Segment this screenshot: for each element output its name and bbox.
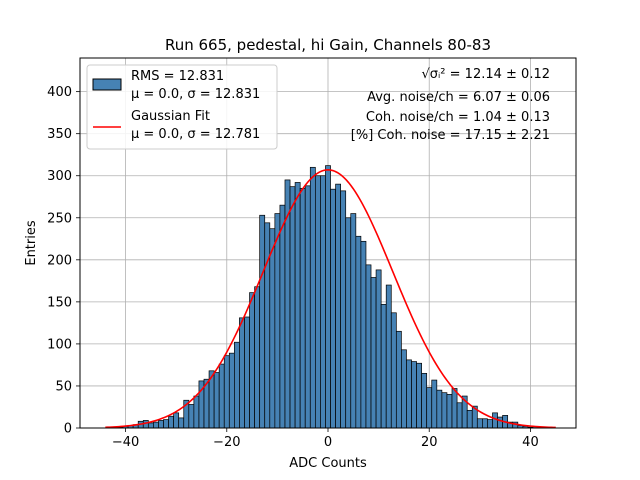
x-tick-label: 40 (522, 435, 539, 450)
legend-swatch-histogram (92, 78, 122, 91)
y-axis-ticks: 0 50 100 150 200 250 300 350 400 (47, 85, 80, 437)
histogram-bar (395, 330, 402, 429)
histogram-bar (375, 269, 382, 429)
annotation-avg-noise: Avg. noise/ch = 6.07 ± 0.06 (367, 90, 550, 105)
histogram-bar (147, 422, 154, 429)
histogram-bar (193, 395, 200, 429)
histogram-bar (476, 418, 483, 429)
histogram-bar (304, 185, 311, 429)
y-tick-label: 100 (47, 337, 72, 352)
histogram-bar (355, 235, 362, 429)
histogram-bar (259, 214, 266, 429)
histogram-bar (325, 165, 331, 429)
histogram-bar (487, 419, 493, 429)
histogram-bar (279, 204, 286, 429)
legend: RMS = 12.831 μ = 0.0, σ = 12.831 Gaussia… (86, 64, 278, 150)
histogram-bar (218, 363, 225, 429)
legend-box (86, 64, 278, 150)
histogram-bar (421, 372, 428, 429)
histogram-bar (370, 277, 377, 429)
histogram-bar (411, 361, 417, 429)
histogram-bar (340, 190, 347, 429)
histogram-bar (228, 352, 235, 429)
histogram-bar (451, 388, 458, 429)
x-tick-label: 20 (421, 435, 438, 450)
gaussian-fit-line (105, 169, 556, 429)
histogram-bar (254, 286, 261, 429)
legend-label-fit-1: Gaussian Fit (131, 109, 210, 124)
histogram-bars (112, 165, 544, 429)
histogram-bar (390, 312, 397, 429)
histogram-bar (309, 166, 316, 429)
histogram-bar (360, 240, 367, 429)
histogram-bar (492, 412, 498, 429)
histogram-bar (330, 188, 336, 429)
histogram-bar (234, 341, 240, 429)
histogram-bar (223, 355, 230, 429)
y-tick-label: 150 (47, 295, 72, 310)
y-tick-label: 250 (47, 211, 72, 226)
y-tick-label: 200 (47, 253, 72, 268)
histogram-bar (158, 420, 164, 429)
histogram-bar (406, 359, 412, 429)
x-axis-label: ADC Counts (289, 456, 367, 471)
y-tick-label: 350 (47, 127, 72, 142)
histogram-bar (416, 362, 422, 429)
histogram-bar (426, 387, 433, 429)
legend-label-fit-2: μ = 0.0, σ = 12.781 (131, 127, 260, 142)
histogram-bar (436, 389, 443, 429)
histogram-bar (482, 418, 488, 429)
histogram-bar (365, 264, 372, 429)
y-tick-label: 0 (64, 422, 72, 437)
annotation-coh-noise: Coh. noise/ch = 1.04 ± 0.13 (366, 110, 550, 125)
y-tick-label: 50 (55, 379, 72, 394)
histogram-bar (345, 217, 352, 429)
histogram-bar (431, 379, 438, 429)
histogram-bar (456, 402, 463, 429)
histogram-bar (163, 419, 169, 429)
histogram-bar (299, 187, 306, 429)
x-tick-label: −20 (213, 435, 240, 450)
histogram-bar (335, 183, 342, 429)
y-axis-label: Entries (24, 220, 39, 266)
histogram-bar (320, 175, 326, 429)
legend-label-histogram-2: μ = 0.0, σ = 12.831 (131, 87, 260, 102)
histogram-bar (441, 392, 448, 429)
histogram-bar (188, 404, 195, 429)
y-tick-label: 400 (47, 85, 72, 100)
histogram-bar (249, 292, 255, 429)
histogram-bar (269, 228, 276, 429)
histogram-bar (178, 417, 185, 429)
y-tick-label: 300 (47, 169, 72, 184)
legend-label-histogram-1: RMS = 12.831 (131, 69, 224, 84)
histogram-bar (294, 182, 301, 429)
x-axis-ticks: −40 −20 0 20 40 (112, 428, 539, 450)
noise-annotations: √σᵢ² = 12.14 ± 0.12 Avg. noise/ch = 6.07… (351, 67, 550, 143)
histogram-bar (380, 304, 387, 429)
x-tick-label: −40 (112, 435, 139, 450)
histogram-bar (350, 213, 357, 429)
histogram-bar (264, 222, 271, 429)
histogram-bar (385, 284, 392, 429)
histogram-bar (466, 409, 473, 429)
histogram-bar (289, 186, 296, 429)
histogram-bar (213, 372, 220, 429)
histogram-bar (497, 416, 503, 429)
histogram-bar (173, 412, 180, 429)
histogram-bar (274, 213, 281, 429)
histogram-bar (446, 394, 453, 429)
histogram-bar (239, 317, 245, 429)
x-tick-label: 0 (324, 435, 332, 450)
annotation-coh-noise-percent: [%] Coh. noise = 17.15 ± 2.21 (351, 128, 550, 143)
histogram-bar (168, 415, 174, 429)
histogram-bar (314, 175, 321, 429)
histogram-bar (153, 421, 159, 429)
histogram-bar (401, 349, 407, 429)
annotation-total-noise: √σᵢ² = 12.14 ± 0.12 (421, 67, 550, 82)
chart-title: Run 665, pedestal, hi Gain, Channels 80-… (165, 36, 491, 54)
histogram-bar (244, 316, 250, 429)
